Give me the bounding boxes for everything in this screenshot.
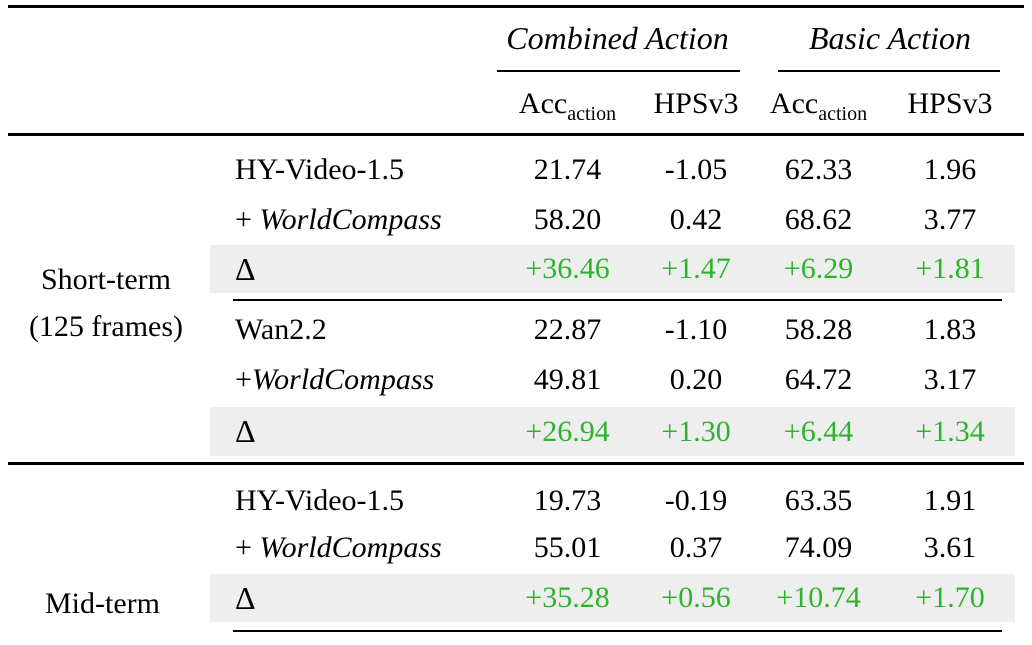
- column-header-acc-action-combined: Accaction: [495, 82, 640, 126]
- value-cell: 74.09: [784, 531, 853, 564]
- block-separator-rule: [233, 299, 1002, 301]
- table-row: HY-Video-1.5 21.74 -1.05 62.33 1.96: [210, 146, 1015, 194]
- model-name: WorldCompass: [259, 531, 442, 564]
- table-row: HY-Video-1.5 19.73 -0.19 63.35 1.91: [210, 477, 1015, 525]
- value-cell: 3.77: [923, 203, 977, 236]
- delta-value-cell: +10.74: [776, 581, 861, 614]
- column-header-acc-action-basic: Accaction: [752, 82, 885, 126]
- delta-value-cell: +1.47: [661, 252, 731, 285]
- delta-symbol-cell: Δ: [210, 574, 495, 622]
- subheader-row: Accaction HPSv3 Accaction HPSv3: [210, 82, 1015, 126]
- model-prefix: +: [235, 363, 252, 396]
- value-cell: 62.33: [784, 153, 853, 186]
- delta-row: Δ +36.46 +1.47 +6.29 +1.81: [210, 245, 1015, 293]
- delta-row: Δ +26.94 +1.30 +6.44 +1.34: [210, 407, 1015, 456]
- column-header-hpsv3-combined: HPSv3: [640, 82, 752, 126]
- value-cell: -1.10: [664, 313, 728, 346]
- delta-symbol: Δ: [235, 413, 256, 449]
- model-name: Wan2.2: [235, 313, 327, 346]
- column-header-text: Acc: [518, 87, 568, 120]
- delta-row: Δ +35.28 +0.56 +10.74 +1.70: [210, 574, 1015, 622]
- value-cell: 68.62: [784, 203, 853, 236]
- value-cell: 22.87: [533, 313, 602, 346]
- value-cell: -1.05: [664, 153, 728, 186]
- delta-value-cell: +1.81: [915, 252, 985, 285]
- value-cell: 19.73: [533, 484, 602, 517]
- cmidrule-basic-action: [778, 70, 1000, 72]
- model-prefix: +: [235, 531, 260, 564]
- model-cell: + WorldCompass: [210, 196, 495, 244]
- model-name: WorldCompass: [251, 363, 435, 396]
- value-cell: 58.28: [784, 313, 853, 346]
- header-bottom-rule: [8, 133, 1024, 136]
- delta-value-cell: +1.30: [661, 415, 731, 448]
- delta-symbol: Δ: [235, 251, 256, 287]
- column-header-text: Acc: [769, 87, 819, 120]
- value-cell: 1.91: [923, 484, 977, 517]
- column-header-subscript: action: [567, 103, 617, 125]
- delta-value-cell: +6.29: [783, 252, 854, 285]
- cmidrule-combined-action: [497, 70, 740, 72]
- delta-value-cell: +0.56: [661, 581, 731, 614]
- column-header-subscript: action: [818, 103, 868, 125]
- table-row: + WorldCompass 58.20 0.42 68.62 3.77: [210, 196, 1015, 244]
- model-name: WorldCompass: [259, 203, 442, 236]
- value-cell: 0.37: [669, 531, 723, 564]
- delta-value-cell: +6.44: [783, 415, 854, 448]
- model-name: HY-Video-1.5: [235, 153, 404, 186]
- table-row: Wan2.2 22.87 -1.10 58.28 1.83: [210, 306, 1015, 354]
- delta-value-cell: +26.94: [525, 415, 610, 448]
- value-cell: 21.74: [533, 153, 602, 186]
- delta-symbol-cell: Δ: [210, 407, 495, 456]
- table-top-rule: [8, 5, 1024, 8]
- delta-symbol-cell: Δ: [210, 245, 495, 293]
- subheader-spacer: [210, 82, 495, 126]
- value-cell: 1.83: [923, 313, 977, 346]
- model-cell: Wan2.2: [210, 306, 495, 354]
- model-prefix: +: [235, 203, 260, 236]
- value-cell: 3.17: [923, 363, 977, 396]
- value-cell: 0.42: [669, 203, 723, 236]
- model-cell: +WorldCompass: [210, 356, 495, 404]
- value-cell: 49.81: [533, 363, 602, 396]
- column-group-basic-action: Basic Action: [808, 20, 972, 56]
- column-group-combined-action: Combined Action: [506, 20, 729, 56]
- table-row: + WorldCompass 55.01 0.37 74.09 3.61: [210, 524, 1015, 572]
- delta-symbol: Δ: [235, 580, 256, 616]
- value-cell: 64.72: [784, 363, 853, 396]
- value-cell: 63.35: [784, 484, 853, 517]
- model-cell: HY-Video-1.5: [210, 477, 495, 525]
- section-separator-rule: [8, 462, 1024, 465]
- delta-value-cell: +36.46: [525, 252, 610, 285]
- value-cell: 1.96: [923, 153, 977, 186]
- column-header-hpsv3-basic: HPSv3: [885, 82, 1015, 126]
- table-row: +WorldCompass 49.81 0.20 64.72 3.17: [210, 356, 1015, 404]
- delta-value-cell: +1.70: [915, 581, 985, 614]
- bottom-partial-rule: [233, 630, 1002, 632]
- delta-value-cell: +1.34: [915, 415, 985, 448]
- model-cell: + WorldCompass: [210, 524, 495, 572]
- delta-value-cell: +35.28: [525, 581, 610, 614]
- value-cell: 3.61: [923, 531, 977, 564]
- column-header-text: HPSv3: [653, 87, 739, 120]
- value-cell: 55.01: [533, 531, 602, 564]
- value-cell: -0.19: [664, 484, 728, 517]
- value-cell: 0.20: [669, 363, 723, 396]
- model-name: HY-Video-1.5: [235, 484, 404, 517]
- row-group-label-mid-term: Mid-term: [45, 587, 160, 620]
- row-group-label-frames: (125 frames): [28, 310, 184, 343]
- model-cell: HY-Video-1.5: [210, 146, 495, 194]
- value-cell: 58.20: [533, 203, 602, 236]
- row-group-label-short-term: Short-term: [41, 263, 171, 296]
- column-header-text: HPSv3: [907, 87, 993, 120]
